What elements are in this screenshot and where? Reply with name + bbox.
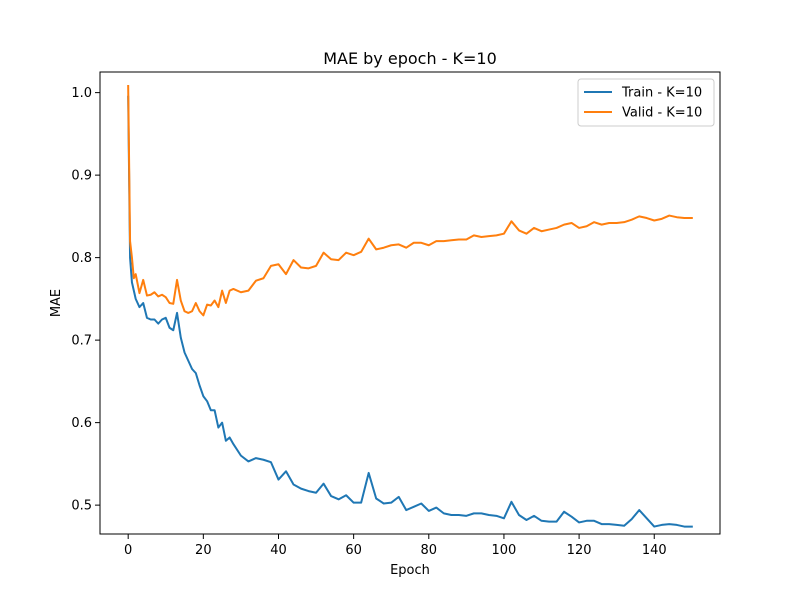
axes-frame bbox=[99, 71, 721, 535]
x-axis: 0 20 40 60 80 100 120 140 bbox=[124, 534, 667, 558]
x-tick-label: 20 bbox=[195, 543, 212, 558]
x-tick-label: 100 bbox=[492, 543, 517, 558]
legend-label-valid: Valid - K=10 bbox=[622, 106, 702, 121]
plot-area bbox=[127, 85, 693, 528]
series-line-train bbox=[127, 95, 693, 528]
x-tick-label: 140 bbox=[642, 543, 667, 558]
legend: Train - K=10 Valid - K=10 bbox=[577, 78, 715, 127]
x-tick-label: 0 bbox=[124, 543, 132, 558]
x-axis-label: Epoch bbox=[390, 563, 430, 578]
y-tick-label: 0.5 bbox=[71, 499, 92, 514]
x-tick-label: 80 bbox=[421, 543, 438, 558]
legend-box bbox=[577, 78, 715, 127]
series-line-valid bbox=[127, 85, 693, 317]
y-tick-label: 1.0 bbox=[71, 86, 92, 101]
y-tick-label: 0.8 bbox=[71, 251, 92, 266]
y-tick-label: 0.7 bbox=[71, 334, 92, 349]
series-layer bbox=[127, 85, 693, 528]
y-axis: 0.5 0.6 0.7 0.8 0.9 1.0 bbox=[71, 86, 100, 514]
x-tick-label: 120 bbox=[567, 543, 592, 558]
chart-title: MAE by epoch - K=10 bbox=[323, 49, 497, 68]
x-tick-label: 60 bbox=[345, 543, 362, 558]
legend-label-train: Train - K=10 bbox=[621, 86, 702, 101]
y-axis-label: MAE bbox=[49, 289, 64, 317]
x-tick-label: 40 bbox=[270, 543, 287, 558]
y-tick-label: 0.9 bbox=[71, 169, 92, 184]
y-tick-label: 0.6 bbox=[71, 416, 92, 431]
